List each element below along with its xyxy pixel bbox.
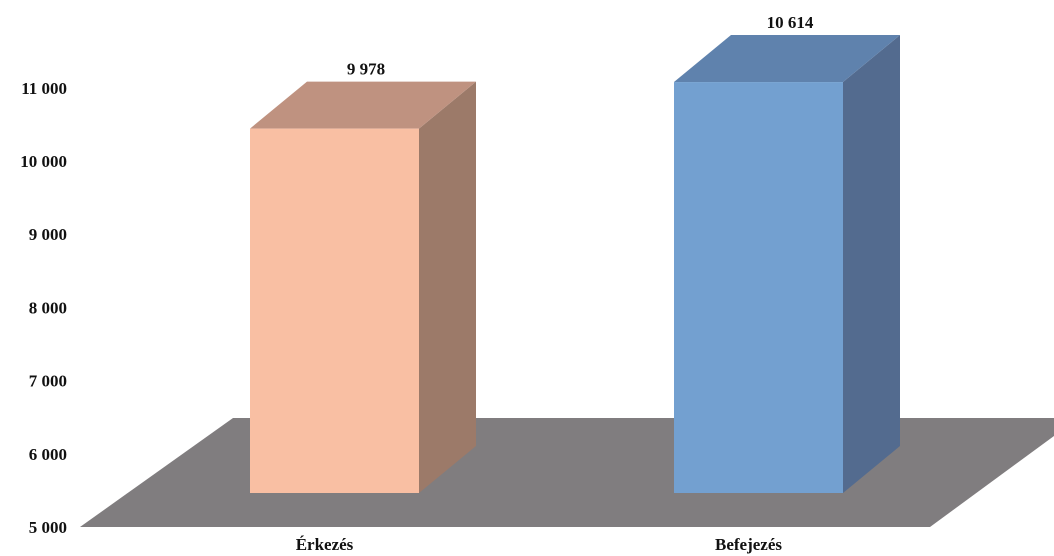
bar-side-face bbox=[843, 35, 900, 493]
bar-data-label: 9 978 bbox=[347, 60, 385, 79]
y-tick-label: 6 000 bbox=[29, 445, 67, 464]
bar-front-face bbox=[674, 82, 843, 493]
y-tick-label: 8 000 bbox=[29, 298, 67, 317]
bar-data-label: 10 614 bbox=[767, 13, 814, 32]
bar-top-face bbox=[250, 81, 476, 129]
bar-side-face bbox=[419, 81, 476, 493]
bar-top-face bbox=[674, 35, 900, 83]
chart-floor-layer bbox=[80, 418, 1054, 527]
bar-2 bbox=[674, 35, 900, 493]
x-category-label: Befejezés bbox=[715, 535, 782, 554]
x-category-label: Érkezés bbox=[296, 535, 354, 554]
chart-floor bbox=[80, 418, 1054, 527]
y-tick-label: 5 000 bbox=[29, 518, 67, 537]
chart-bars-layer bbox=[250, 35, 900, 493]
y-tick-label: 11 000 bbox=[21, 79, 67, 98]
y-tick-label: 10 000 bbox=[20, 152, 67, 171]
bar-front-face bbox=[250, 128, 419, 493]
y-tick-label: 7 000 bbox=[29, 372, 67, 391]
chart-labels-layer: 5 000 6 000 7 000 8 000 9 000 10 000 11 000 9 9… bbox=[20, 13, 814, 554]
bar-1 bbox=[250, 81, 476, 493]
y-tick-label: 9 000 bbox=[29, 225, 67, 244]
